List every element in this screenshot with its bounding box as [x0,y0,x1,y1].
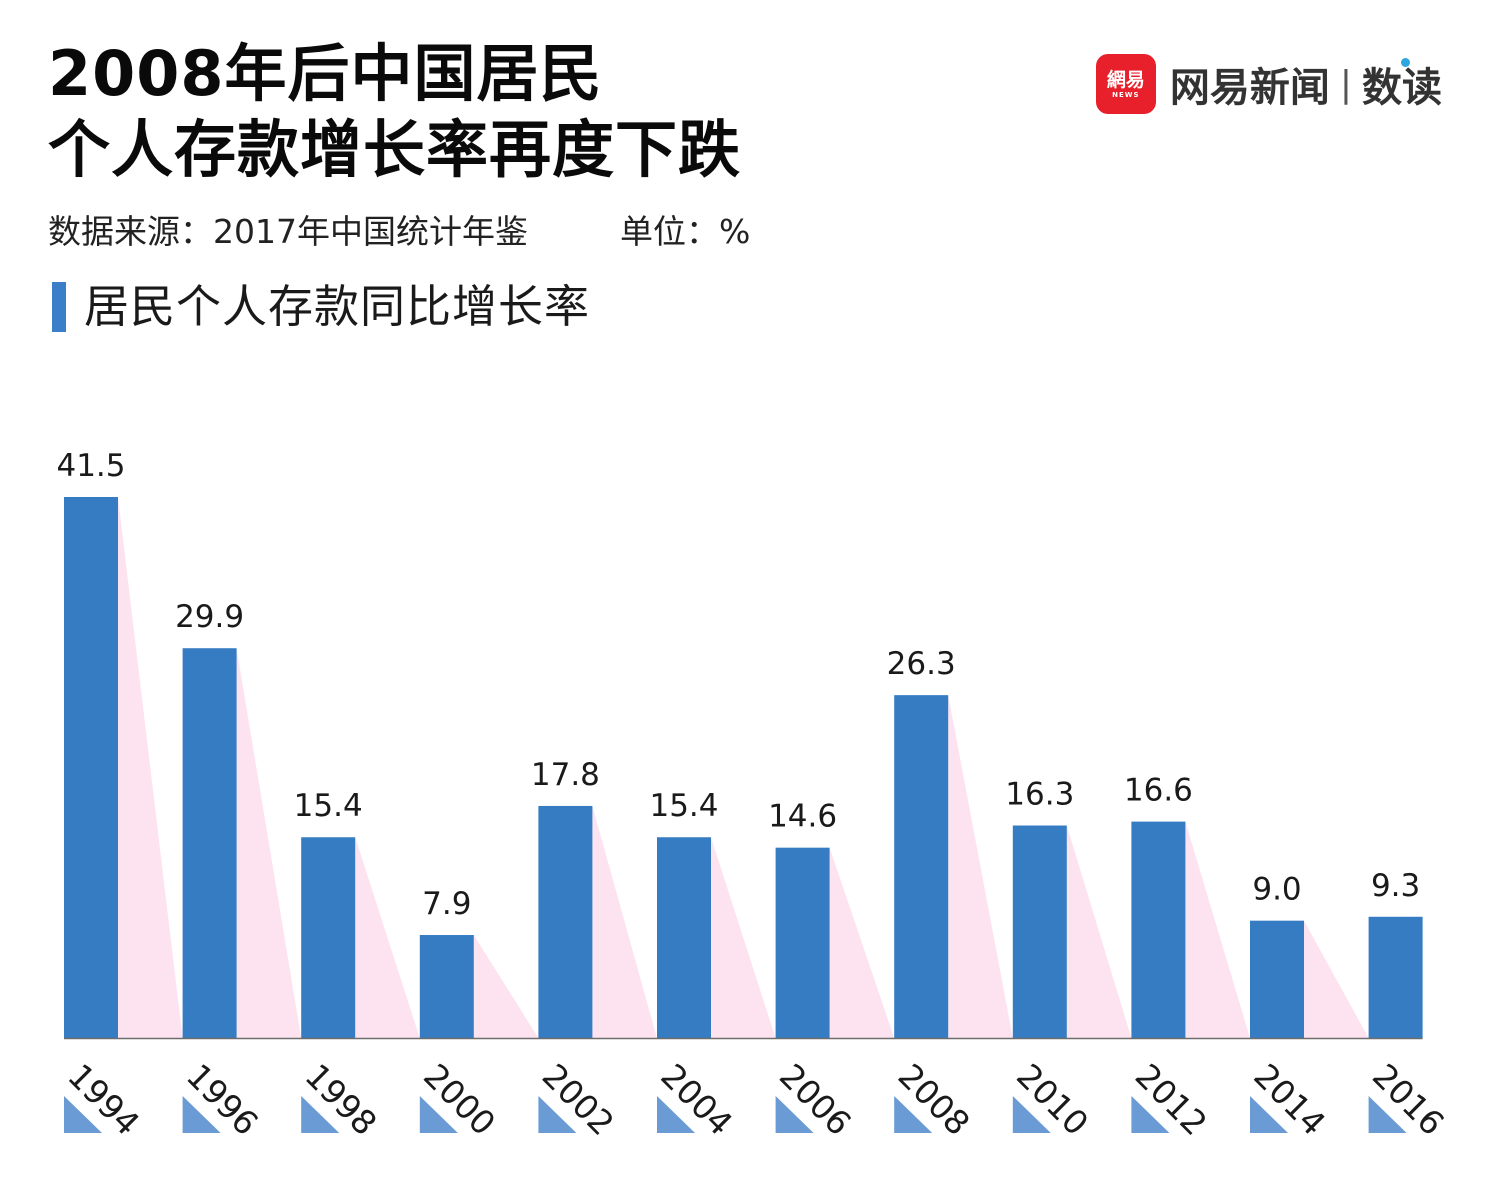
year-marker-2012 [1131,1096,1170,1133]
bar-shadow [1304,920,1369,1038]
chart-title: 2008年后中国居民 个人存款增长率再度下跌 [48,36,741,188]
year-marker-2004 [657,1096,695,1133]
bar-shadow [592,805,657,1038]
value-label-2014: 9.0 [1252,872,1301,908]
year-marker-1994 [64,1096,102,1133]
netease-news-icon: 網易 NEWS [1095,54,1156,114]
brand-sub: 数读 [1362,55,1442,113]
brand-separator: | [1339,63,1352,105]
unit-label: 单位：% [619,212,751,251]
year-marker-2000 [419,1096,458,1133]
value-label-2010: 16.3 [1005,777,1074,813]
value-label-2008: 26.3 [887,646,956,682]
bar-2010 [1012,825,1067,1038]
value-labels: 41.5 29.9 15.4 7.9 17.8 15.4 14.6 26.3 16.3 16.6 9… [56,448,1420,922]
year-marker-2014 [1250,1096,1288,1133]
chart-title-line-2: 个人存款增长率再度下跌 [48,113,742,186]
brand-sub-text: 数读 [1362,65,1442,111]
bar-shadow [1185,821,1250,1038]
bar-2006 [775,847,830,1038]
x-axis-labels: 1994 1996 1998 2000 2002 2004 2006 2008 2010 2012… [60,1056,1452,1143]
brand-name: 网易新闻 [1169,65,1330,111]
bar-shadow [118,497,183,1038]
chart-meta: 数据来源：2017年中国统计年鉴 单位：% [48,210,750,254]
bar-2008 [894,695,949,1038]
value-label-2016: 9.3 [1371,868,1420,904]
logo-text: 網易 [1106,68,1145,91]
year-marker-2006 [775,1096,814,1133]
bar-shadow [829,847,895,1038]
logo-small-text: NEWS [1112,90,1140,99]
year-marker-1998 [301,1096,340,1133]
brand-logo: 網易 NEWS 网易新闻 | 数读 [1095,53,1442,115]
bar-2012 [1131,821,1186,1038]
bar-2014 [1250,920,1304,1038]
bar-shadow [1066,825,1132,1038]
bar-2016 [1368,916,1423,1038]
value-label-2012: 16.6 [1124,773,1193,809]
year-marker-2008 [894,1096,933,1133]
bar-1996 [182,648,237,1038]
bars [64,497,1423,1038]
bar-shadow [355,837,420,1038]
year-marker-2016 [1368,1096,1407,1133]
bar-shadow [236,648,302,1038]
chart-title-line-1: 2008年后中国居民 [48,37,603,110]
dot-icon [1401,58,1410,67]
bar-shadow [711,837,776,1038]
bar-2000 [419,935,474,1038]
year-marker-1996 [182,1096,221,1133]
year-marker-2002 [538,1096,577,1133]
bar-2004 [657,837,711,1038]
bar-2002 [538,805,593,1038]
bar-shadow [473,935,539,1038]
bar-1998 [301,837,356,1038]
subtitle-accent-bar [52,282,66,332]
value-label-1994: 41.5 [56,448,125,484]
value-label-1996: 29.9 [175,599,244,635]
value-label-2002: 17.8 [531,757,600,793]
subtitle-text: 居民个人存款同比增长率 [84,280,591,333]
value-label-2000: 7.9 [422,886,471,922]
bar-shadow [948,695,1013,1038]
value-label-1998: 15.4 [294,788,363,824]
value-label-2006: 14.6 [768,799,837,835]
data-source: 数据来源：2017年中国统计年鉴 [48,212,528,251]
bar-1994 [64,497,118,1038]
bar-shadows [118,497,1369,1038]
chart-subtitle: 居民个人存款同比增长率 [52,280,590,334]
year-marker-2010 [1012,1096,1051,1133]
value-label-2004: 15.4 [649,788,718,824]
